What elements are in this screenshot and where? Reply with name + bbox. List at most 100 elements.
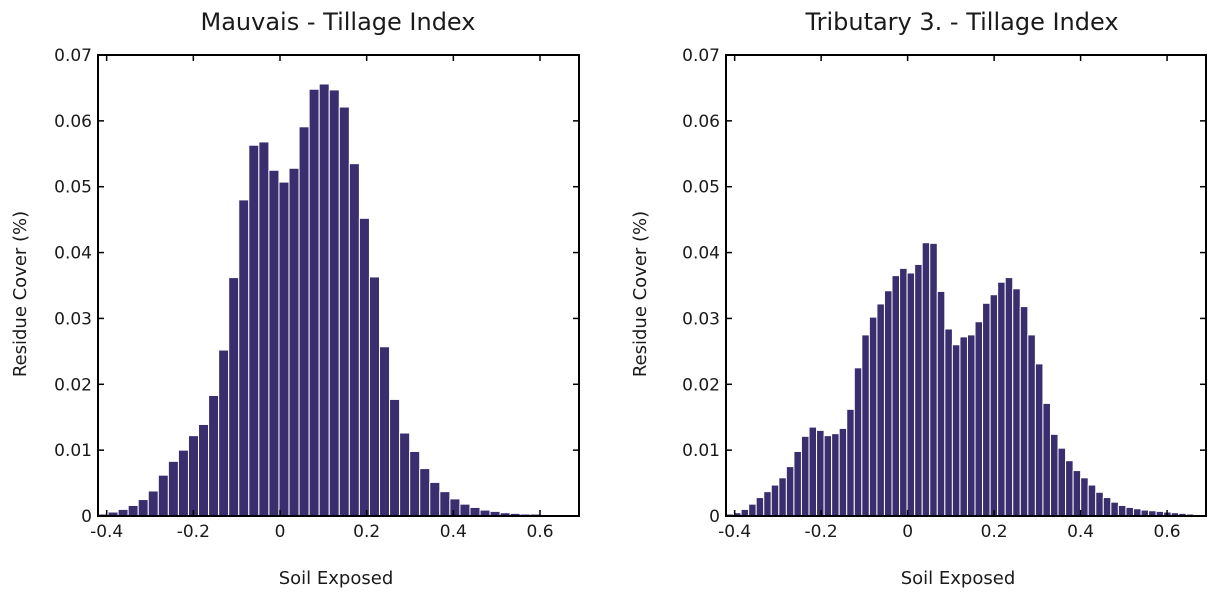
histogram-bar <box>1072 470 1082 517</box>
histogram-bar <box>1102 497 1112 517</box>
y-tick-label: 0.07 <box>682 46 720 66</box>
y-tick-label: 0.02 <box>54 375 92 395</box>
histogram-bar <box>208 394 220 517</box>
y-tick-group: 0 0.01 0.02 0.03 0.04 0.05 0.06 0.07 <box>682 46 1206 527</box>
histogram-bar <box>419 468 431 517</box>
x-tick-label: 0.2 <box>353 522 380 542</box>
histogram-bar <box>167 460 179 517</box>
y-tick-label: 0.03 <box>54 309 92 329</box>
histogram-bar <box>966 334 976 517</box>
histogram-bar <box>137 499 149 517</box>
histogram-bar <box>846 408 855 517</box>
x-tick-group: -0.4 -0.2 0 0.2 0.4 0.6 <box>90 55 554 542</box>
histogram-bar <box>929 242 938 517</box>
histogram-bar <box>974 321 984 517</box>
histogram-bar <box>1125 506 1134 517</box>
histogram-bar <box>429 481 441 517</box>
histogram-bar <box>951 344 961 517</box>
y-tick-label: 0 <box>709 507 720 527</box>
bar-group <box>97 83 541 517</box>
histogram-bar <box>883 290 893 517</box>
histogram-bar <box>982 302 991 517</box>
chart-title: Mauvais - Tillage Index <box>201 8 476 36</box>
histogram-bar <box>1117 504 1127 517</box>
histogram-bar <box>399 432 411 517</box>
x-tick-label: 0 <box>902 522 913 542</box>
x-tick-label: -0.4 <box>90 522 123 542</box>
histogram-bar <box>328 89 340 517</box>
x-axis-label: Soil Exposed <box>279 568 394 589</box>
histogram-bar <box>469 506 481 517</box>
x-tick-label: 0.6 <box>526 522 553 542</box>
histogram-bar <box>258 141 270 517</box>
histogram-bar <box>808 426 818 517</box>
histogram-bar <box>861 334 870 517</box>
histogram-bar <box>989 294 999 517</box>
histogram-bar <box>389 398 401 517</box>
histogram-bar <box>755 497 765 517</box>
histogram-bar <box>1110 501 1119 517</box>
histogram-bar <box>268 169 280 517</box>
histogram-bar <box>831 433 840 517</box>
plot-frame <box>97 54 580 517</box>
x-tick-label: 0.4 <box>440 522 467 542</box>
histogram-bar <box>770 484 780 517</box>
chart-canvas-mauvais: Mauvais - Tillage Index 0 0.01 0.02 0.03 0.0… <box>10 8 580 589</box>
histogram-bar <box>218 349 230 517</box>
x-tick-label: 0 <box>275 522 286 542</box>
histogram-bar <box>187 435 200 517</box>
histogram-bar <box>800 435 810 517</box>
histogram-bar <box>914 263 923 517</box>
x-tick-label: -0.2 <box>805 522 838 542</box>
histogram-bar <box>876 303 885 517</box>
histogram-bar <box>459 503 471 517</box>
y-axis-label: Residue Cover (%) <box>10 211 31 377</box>
histogram-bar <box>378 346 391 517</box>
histogram-bar <box>891 275 901 517</box>
histogram-bar <box>278 181 290 517</box>
histogram-bar <box>853 367 863 517</box>
histogram-bar <box>1004 277 1014 517</box>
histogram-bar <box>997 281 1006 517</box>
histogram-bar <box>1132 508 1142 517</box>
histogram-bar <box>288 167 300 517</box>
histogram-bar <box>1012 288 1021 517</box>
y-axis-label: Residue Cover (%) <box>630 211 651 377</box>
histogram-bar <box>906 272 916 517</box>
histogram-mauvais: Mauvais - Tillage Index 0 0.01 0.02 0.03 0.0… <box>0 0 600 598</box>
histogram-bar <box>823 435 833 517</box>
histogram-bar <box>228 277 240 517</box>
histogram-bar <box>1034 363 1044 517</box>
histogram-bar <box>308 88 320 517</box>
x-tick-label: -0.2 <box>177 522 210 542</box>
y-tick-label: 0.06 <box>54 112 92 132</box>
y-tick-label: 0.01 <box>682 441 720 461</box>
histogram-bar <box>1042 402 1051 517</box>
x-tick-label: 0.2 <box>981 522 1008 542</box>
histogram-bar <box>1087 484 1097 517</box>
histogram-bar <box>1065 460 1074 517</box>
histogram-bar <box>838 427 848 517</box>
histogram-bar <box>449 498 461 517</box>
histogram-bar <box>147 490 159 517</box>
histogram-bar <box>778 477 787 517</box>
histogram-bar <box>1027 334 1036 517</box>
histogram-bar <box>177 449 189 517</box>
histogram-bar <box>944 328 953 517</box>
y-tick-label: 0.07 <box>54 46 92 66</box>
y-tick-label: 0.02 <box>682 375 720 395</box>
y-tick-label: 0.04 <box>682 244 720 264</box>
histogram-bar <box>1057 447 1067 517</box>
histogram-bar <box>198 423 210 517</box>
histogram-bar <box>868 316 878 517</box>
histogram-bar <box>409 450 421 517</box>
histogram-bar <box>1049 433 1059 517</box>
chart-canvas-tributary-3: Tributary 3. - Tillage Index 0 0.01 0.02 0.… <box>630 8 1207 589</box>
y-tick-label: 0.06 <box>682 112 720 132</box>
histogram-bar <box>936 290 946 517</box>
plot-frame <box>725 54 1207 517</box>
histogram-bar <box>338 106 350 517</box>
histogram-bar <box>368 276 380 517</box>
histogram-bar <box>439 491 451 517</box>
x-tick-label: 0.4 <box>1067 522 1094 542</box>
